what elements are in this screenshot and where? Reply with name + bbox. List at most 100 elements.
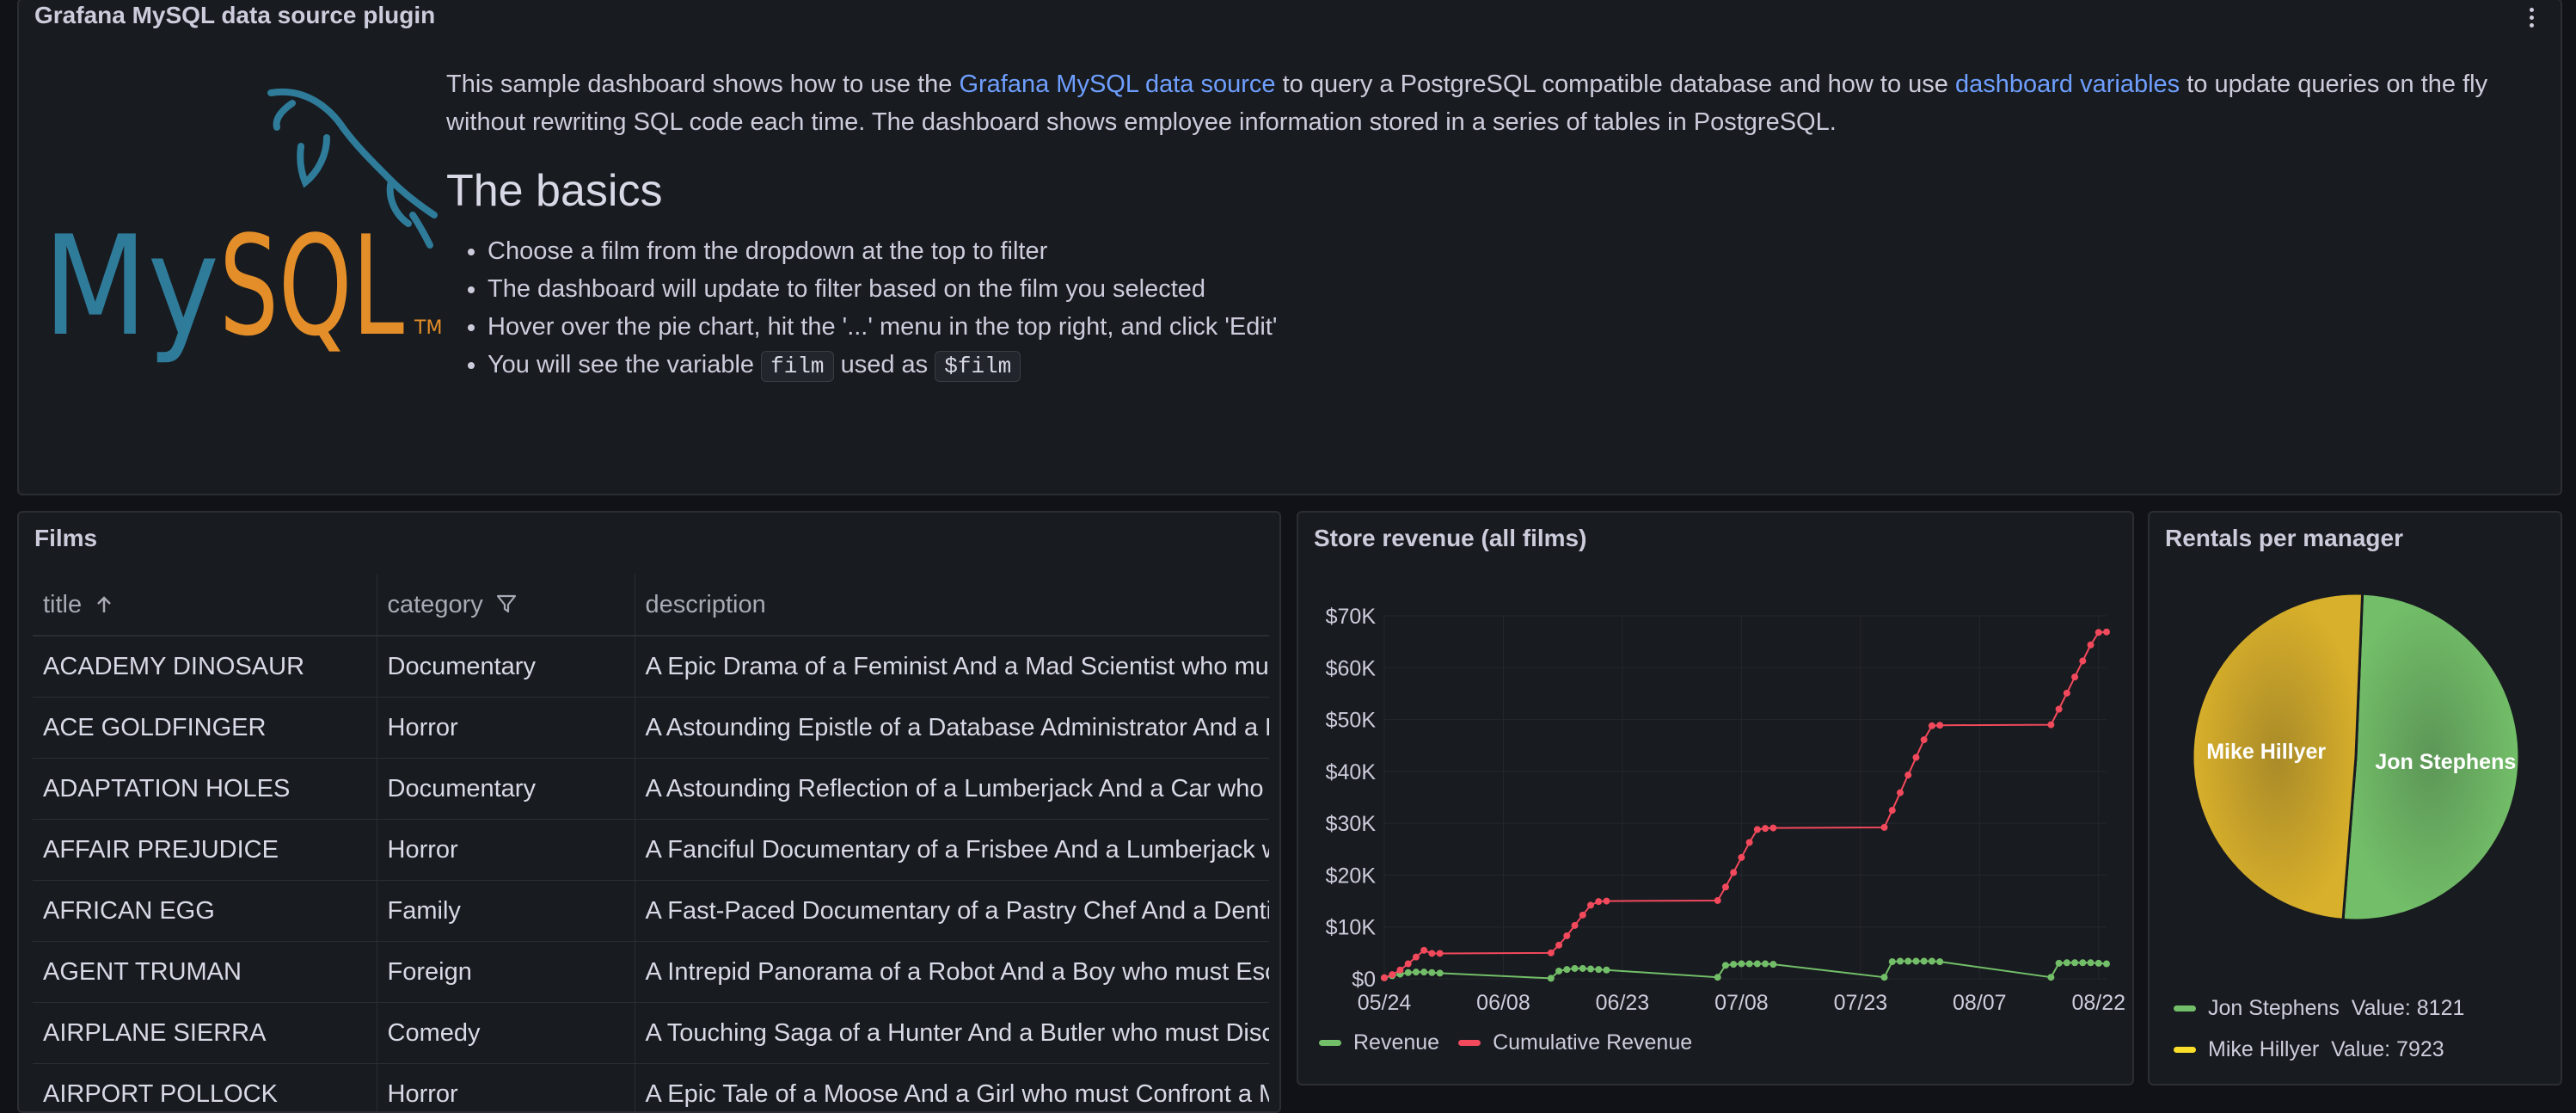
data-point-cumulative-revenue [1889,807,1896,814]
data-point-revenue [1897,958,1904,965]
dashboard-variables-link[interactable]: dashboard variables [1955,71,2180,98]
mysql-logo: My SQL TM [43,86,447,370]
legend-label: Revenue [1353,1030,1439,1055]
bullet4-prefix: You will see the variable [488,351,761,378]
column-header-title[interactable]: title [33,575,377,636]
y-tick-label: $0 [1352,968,1376,992]
x-tick-label: 08/07 [1953,991,2007,1015]
basics-item: The dashboard will update to filter base… [488,270,2544,308]
y-tick-label: $10K [1326,916,1377,940]
y-tick-label: $20K [1326,864,1377,888]
legend-item-revenue[interactable]: Revenue [1319,1030,1439,1055]
data-point-revenue [2056,960,2063,967]
x-tick-label: 06/23 [1596,991,1650,1015]
data-point-revenue [1889,958,1896,965]
pie-legend-item[interactable]: Jon Stephens Value: 8121 [2174,987,2464,1029]
panel-menu-button[interactable] [2516,0,2547,34]
data-point-cumulative-revenue [1603,898,1610,905]
data-point-cumulative-revenue [2071,673,2078,680]
legend-swatch [2174,1047,2196,1053]
y-tick-label: $60K [1326,656,1377,680]
data-point-revenue [1413,968,1420,975]
y-tick-label: $50K [1326,709,1377,733]
intro-mid: to query a PostgreSQL compatible databas… [1276,71,1955,98]
mysql-datasource-link[interactable]: Grafana MySQL data source [959,71,1275,98]
series-line-revenue [1384,962,2107,979]
filter-icon[interactable] [495,593,518,615]
table-cell-category: Family [377,881,635,942]
table-cell-description: A Astounding Epistle of a Database Admin… [635,698,1269,759]
data-point-cumulative-revenue [1563,932,1570,939]
data-point-revenue [1572,965,1579,972]
data-point-cumulative-revenue [1897,790,1904,796]
data-point-revenue [1587,966,1594,973]
data-point-revenue [1603,967,1610,974]
table-cell-title: AIRPLANE SIERRA [33,1003,377,1064]
legend-item-cumulative-revenue[interactable]: Cumulative Revenue [1458,1030,1692,1055]
data-point-cumulative-revenue [1714,897,1721,904]
data-point-revenue [1769,961,1776,968]
data-point-cumulative-revenue [1904,772,1911,778]
data-point-revenue [1904,958,1911,965]
data-point-cumulative-revenue [1929,723,1935,729]
table-cell-category: Foreign [377,942,635,1003]
data-point-revenue [1563,966,1570,973]
column-header-description[interactable]: description [635,575,1269,636]
data-point-cumulative-revenue [2056,706,2063,713]
table-cell-description: A Astounding Reflection of a Lumberjack … [635,759,1269,820]
data-point-revenue [1936,958,1943,965]
basics-item: Choose a film from the dropdown at the t… [488,232,2544,270]
data-point-cumulative-revenue [2095,629,2102,636]
legend-swatch [1319,1040,1341,1046]
data-point-cumulative-revenue [1912,754,1919,761]
table-cell-description: A Fanciful Documentary of a Frisbee And … [635,820,1269,881]
table-cell-category: Horror [377,698,635,759]
data-point-cumulative-revenue [2088,642,2095,649]
data-point-revenue [1420,968,1427,975]
x-tick-label: 05/24 [1358,991,1412,1015]
basics-item: Hover over the pie chart, hit the '...' … [488,308,2544,346]
basics-list: Choose a film from the dropdown at the t… [446,232,2544,385]
data-point-revenue [2103,961,2110,968]
data-point-cumulative-revenue [1769,825,1776,832]
data-point-cumulative-revenue [1738,854,1745,861]
data-point-revenue [1746,961,1753,968]
pie-legend-item[interactable]: Mike Hillyer Value: 7923 [2174,1029,2464,1070]
table-cell-title: AGENT TRUMAN [33,942,377,1003]
column-header-category[interactable]: category [377,575,635,636]
data-point-revenue [1595,966,1602,973]
y-tick-label: $40K [1326,760,1377,784]
table-cell-description: A Fast-Paced Documentary of a Pastry Che… [635,881,1269,942]
data-point-revenue [1428,969,1435,976]
data-point-revenue [1762,961,1769,968]
kebab-icon [2530,8,2534,12]
table-cell-description: A Epic Tale of a Moose And a Girl who mu… [635,1064,1269,1113]
x-tick-label: 06/08 [1476,991,1530,1015]
data-point-revenue [2088,959,2095,966]
films-panel-title: Films [34,525,97,552]
data-point-cumulative-revenue [1730,869,1737,876]
data-point-cumulative-revenue [1437,950,1444,956]
table-cell-title: AIRPORT POLLOCK [33,1064,377,1113]
kebab-icon-dot [2530,23,2534,28]
data-point-cumulative-revenue [1587,901,1594,908]
data-point-cumulative-revenue [2047,722,2054,729]
table-cell-title: AFRICAN EGG [33,881,377,942]
data-point-cumulative-revenue [1579,912,1586,919]
data-point-cumulative-revenue [1881,824,1888,831]
table-cell-description: A Touching Saga of a Hunter And a Butler… [635,1003,1269,1064]
data-point-cumulative-revenue [1389,971,1395,978]
y-tick-label: $30K [1326,812,1377,836]
series-line-cumulative-revenue [1384,632,2107,978]
data-point-cumulative-revenue [1428,950,1435,956]
